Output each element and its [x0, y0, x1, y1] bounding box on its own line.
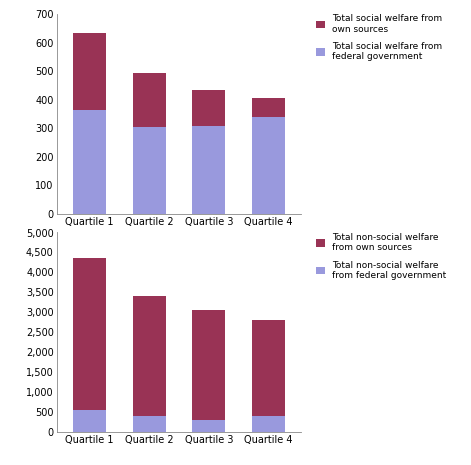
Bar: [133, 73, 165, 127]
Bar: [73, 411, 106, 432]
Bar: [133, 127, 165, 214]
Bar: [133, 297, 165, 417]
Bar: [252, 320, 285, 417]
Bar: [73, 259, 106, 411]
Bar: [193, 311, 225, 420]
Bar: [193, 420, 225, 432]
Bar: [73, 110, 106, 214]
Bar: [73, 33, 106, 110]
Legend: Total non-social welfare
from own sources, Total non-social welfare
from federal: Total non-social welfare from own source…: [316, 233, 446, 280]
Bar: [193, 126, 225, 214]
Legend: Total social welfare from
own sources, Total social welfare from
federal governm: Total social welfare from own sources, T…: [316, 14, 442, 61]
Bar: [252, 117, 285, 214]
Bar: [193, 90, 225, 126]
Bar: [133, 417, 165, 432]
Bar: [252, 98, 285, 117]
Bar: [252, 417, 285, 432]
